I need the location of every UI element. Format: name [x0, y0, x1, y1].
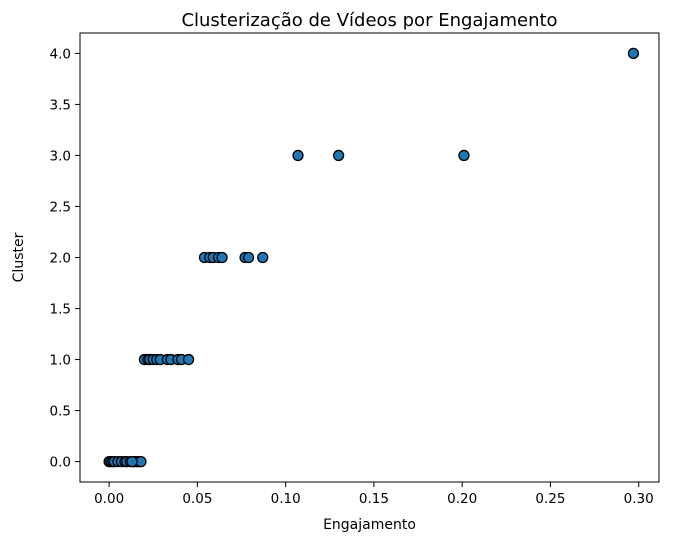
data-point: [627, 47, 640, 60]
data-point: [458, 149, 470, 162]
x-axis-label: Engajamento: [323, 517, 416, 533]
data-point: [332, 149, 345, 162]
y-tick-label: 0.0: [50, 455, 71, 471]
data-point: [216, 251, 228, 264]
data-point: [257, 251, 269, 264]
y-tick-label: 2.0: [50, 251, 71, 267]
data-points: [103, 47, 640, 468]
y-tick-label: 2.5: [50, 199, 71, 215]
x-tick-label: 0.10: [271, 491, 301, 507]
y-tick-label: 4.0: [50, 46, 71, 62]
x-tick-label: 0.15: [359, 491, 389, 507]
y-axis: 0.0 0.5 1.0 1.5 2.0 2.5 3.0 3.5 4.0: [50, 46, 80, 471]
plot-area: [79, 32, 660, 483]
x-tick-label: 0.20: [447, 491, 477, 507]
y-tick-label: 3.5: [50, 97, 71, 113]
y-tick-label: 3.0: [50, 148, 71, 164]
chart-title: Clusterização de Vídeos por Engajamento: [181, 10, 557, 31]
x-tick-label: 0.30: [624, 491, 654, 507]
y-tick-label: 0.5: [50, 404, 71, 420]
x-axis: 0.00 0.05 0.10 0.15 0.20 0.25 0.30: [94, 482, 654, 507]
y-tick-label: 1.0: [50, 353, 71, 369]
y-tick-label: 1.5: [50, 302, 71, 318]
x-tick-label: 0.25: [535, 491, 565, 507]
x-tick-label: 0.00: [94, 491, 124, 507]
y-axis-label: Cluster: [11, 232, 27, 282]
data-point: [292, 149, 304, 162]
data-point: [182, 353, 195, 366]
data-point: [126, 455, 138, 468]
data-point: [242, 251, 255, 264]
x-tick-label: 0.05: [182, 491, 212, 507]
